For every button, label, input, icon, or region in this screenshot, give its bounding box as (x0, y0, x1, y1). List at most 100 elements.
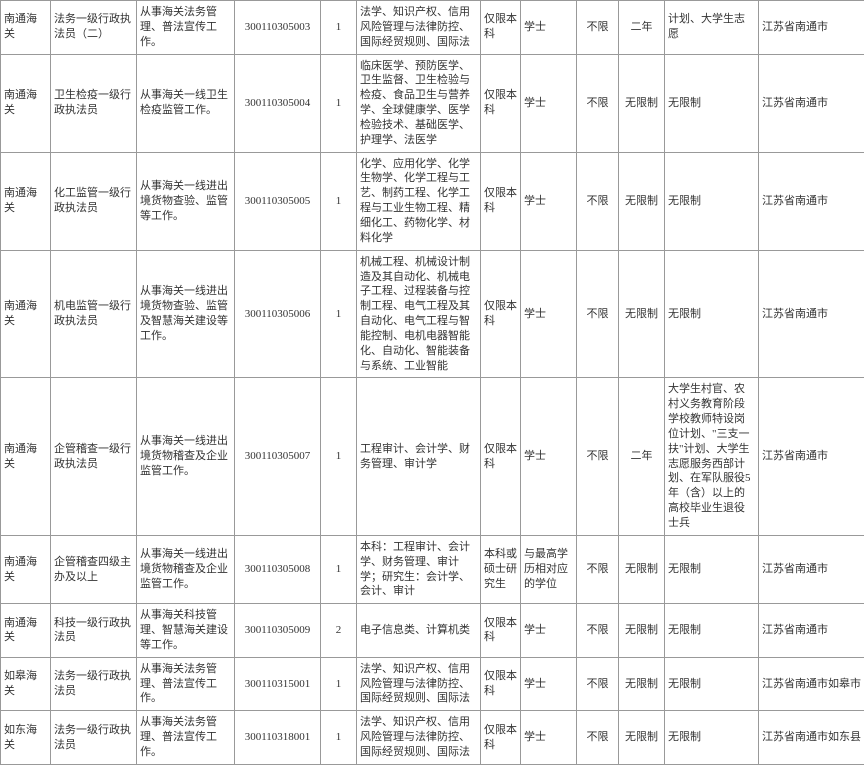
location-cell: 江苏省南通市 (759, 250, 864, 378)
political-cell: 不限 (577, 152, 619, 250)
location-cell: 江苏省南通市 (759, 1, 864, 55)
major-cell: 化学、应用化学、化学生物学、化学工程与工艺、制药工程、化学工程与工业生物工程、精… (357, 152, 481, 250)
duty-cell: 从事海关法务管理、普法宣传工作。 (137, 657, 235, 711)
political-cell: 不限 (577, 1, 619, 55)
count-cell: 1 (321, 54, 357, 152)
count-cell: 1 (321, 1, 357, 55)
table-body: 南通海关法务一级行政执法员（二）从事海关法务管理、普法宣传工作。30011030… (1, 1, 864, 765)
code-cell: 300110305009 (235, 604, 321, 658)
major-cell: 机械工程、机械设计制造及其自动化、机械电子工程、过程装备与控制工程、电气工程及其… (357, 250, 481, 378)
major-cell: 本科：工程审计、会计学、财务管理、审计学；研究生：会计学、会计、审计 (357, 535, 481, 603)
org-cell: 南通海关 (1, 378, 51, 535)
location-cell: 江苏省南通市如东县 (759, 711, 864, 765)
duty-cell: 从事海关一线进出境货物稽查及企业监管工作。 (137, 535, 235, 603)
major-cell: 法学、知识产权、信用风险管理与法律防控、国际经贸规则、国际法 (357, 1, 481, 55)
count-cell: 1 (321, 378, 357, 535)
duty-cell: 从事海关一线卫生检疫监管工作。 (137, 54, 235, 152)
code-cell: 300110305005 (235, 152, 321, 250)
code-cell: 300110318001 (235, 711, 321, 765)
political-cell: 不限 (577, 54, 619, 152)
code-cell: 300110305003 (235, 1, 321, 55)
experience-cell: 二年 (619, 1, 665, 55)
other-cell: 大学生村官、农村义务教育阶段学校教师特设岗位计划、"三支一扶"计划、大学生志愿服… (665, 378, 759, 535)
experience-cell: 无限制 (619, 54, 665, 152)
edu-cell: 仅限本科 (481, 152, 521, 250)
political-cell: 不限 (577, 657, 619, 711)
code-cell: 300110305004 (235, 54, 321, 152)
degree-cell: 学士 (521, 250, 577, 378)
location-cell: 江苏省南通市 (759, 54, 864, 152)
other-cell: 无限制 (665, 250, 759, 378)
post-cell: 法务一级行政执法员 (51, 657, 137, 711)
major-cell: 工程审计、会计学、财务管理、审计学 (357, 378, 481, 535)
edu-cell: 仅限本科 (481, 250, 521, 378)
count-cell: 2 (321, 604, 357, 658)
edu-cell: 仅限本科 (481, 378, 521, 535)
org-cell: 如东海关 (1, 711, 51, 765)
other-cell: 无限制 (665, 152, 759, 250)
degree-cell: 学士 (521, 1, 577, 55)
experience-cell: 无限制 (619, 152, 665, 250)
duty-cell: 从事海关一线进出境货物查验、监管及智慧海关建设等工作。 (137, 250, 235, 378)
code-cell: 300110305007 (235, 378, 321, 535)
org-cell: 南通海关 (1, 1, 51, 55)
major-cell: 临床医学、预防医学、卫生监督、卫生检验与检疫、食品卫生与营养学、全球健康学、医学… (357, 54, 481, 152)
table-row: 南通海关科技一级行政执法员从事海关科技管理、智慧海关建设等工作。30011030… (1, 604, 864, 658)
degree-cell: 学士 (521, 54, 577, 152)
edu-cell: 仅限本科 (481, 604, 521, 658)
table-row: 南通海关化工监管一级行政执法员从事海关一线进出境货物查验、监管等工作。30011… (1, 152, 864, 250)
other-cell: 无限制 (665, 535, 759, 603)
other-cell: 计划、大学生志愿 (665, 1, 759, 55)
code-cell: 300110305006 (235, 250, 321, 378)
post-cell: 法务一级行政执法员（二） (51, 1, 137, 55)
experience-cell: 无限制 (619, 657, 665, 711)
political-cell: 不限 (577, 378, 619, 535)
table-row: 南通海关企管稽查一级行政执法员从事海关一线进出境货物稽查及企业监管工作。3001… (1, 378, 864, 535)
location-cell: 江苏省南通市 (759, 604, 864, 658)
duty-cell: 从事海关法务管理、普法宣传工作。 (137, 711, 235, 765)
experience-cell: 无限制 (619, 535, 665, 603)
political-cell: 不限 (577, 604, 619, 658)
org-cell: 如皋海关 (1, 657, 51, 711)
count-cell: 1 (321, 152, 357, 250)
degree-cell: 学士 (521, 604, 577, 658)
org-cell: 南通海关 (1, 54, 51, 152)
table-row: 南通海关卫生检疫一级行政执法员从事海关一线卫生检疫监管工作。3001103050… (1, 54, 864, 152)
post-cell: 机电监管一级行政执法员 (51, 250, 137, 378)
edu-cell: 本科或硕士研究生 (481, 535, 521, 603)
degree-cell: 学士 (521, 378, 577, 535)
experience-cell: 无限制 (619, 604, 665, 658)
location-cell: 江苏省南通市 (759, 152, 864, 250)
edu-cell: 仅限本科 (481, 711, 521, 765)
other-cell: 无限制 (665, 711, 759, 765)
other-cell: 无限制 (665, 604, 759, 658)
location-cell: 江苏省南通市 (759, 378, 864, 535)
other-cell: 无限制 (665, 657, 759, 711)
experience-cell: 无限制 (619, 250, 665, 378)
count-cell: 1 (321, 657, 357, 711)
edu-cell: 仅限本科 (481, 54, 521, 152)
degree-cell: 学士 (521, 657, 577, 711)
duty-cell: 从事海关科技管理、智慧海关建设等工作。 (137, 604, 235, 658)
political-cell: 不限 (577, 711, 619, 765)
duty-cell: 从事海关一线进出境货物稽查及企业监管工作。 (137, 378, 235, 535)
org-cell: 南通海关 (1, 152, 51, 250)
location-cell: 江苏省南通市如皋市 (759, 657, 864, 711)
degree-cell: 与最高学历相对应的学位 (521, 535, 577, 603)
experience-cell: 无限制 (619, 711, 665, 765)
political-cell: 不限 (577, 535, 619, 603)
post-cell: 企管稽查四级主办及以上 (51, 535, 137, 603)
code-cell: 300110305008 (235, 535, 321, 603)
org-cell: 南通海关 (1, 250, 51, 378)
table-row: 如皋海关法务一级行政执法员从事海关法务管理、普法宣传工作。30011031500… (1, 657, 864, 711)
location-cell: 江苏省南通市 (759, 535, 864, 603)
org-cell: 南通海关 (1, 535, 51, 603)
table-row: 南通海关机电监管一级行政执法员从事海关一线进出境货物查验、监管及智慧海关建设等工… (1, 250, 864, 378)
degree-cell: 学士 (521, 711, 577, 765)
edu-cell: 仅限本科 (481, 1, 521, 55)
table-row: 如东海关法务一级行政执法员从事海关法务管理、普法宣传工作。30011031800… (1, 711, 864, 765)
org-cell: 南通海关 (1, 604, 51, 658)
table-row: 南通海关企管稽查四级主办及以上从事海关一线进出境货物稽查及企业监管工作。3001… (1, 535, 864, 603)
code-cell: 300110315001 (235, 657, 321, 711)
political-cell: 不限 (577, 250, 619, 378)
